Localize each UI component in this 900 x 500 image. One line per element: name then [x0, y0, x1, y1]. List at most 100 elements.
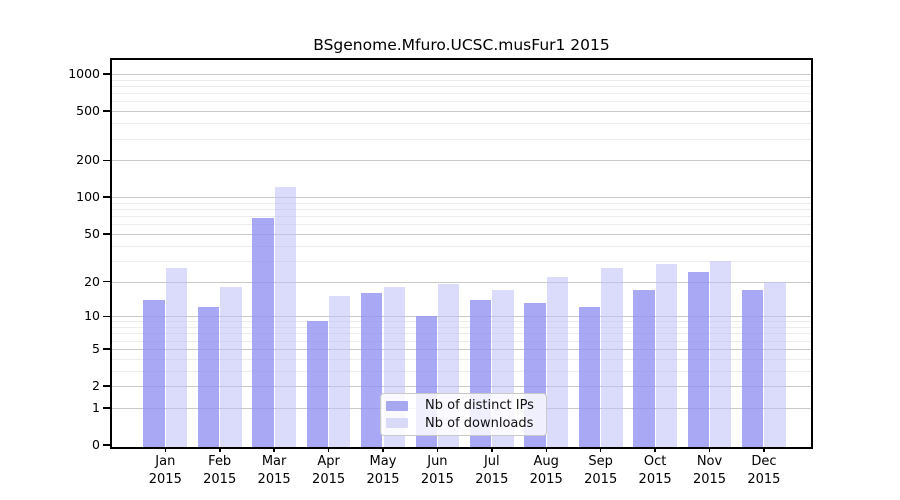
- x-tick-label-mar: Mar 2015: [242, 453, 306, 488]
- x-tick-label-dec: Dec 2015: [732, 453, 796, 488]
- legend-item-distinct-ips: Nb of distinct IPs: [386, 398, 536, 413]
- x-tick-label-oct: Oct 2015: [623, 453, 687, 488]
- y-tick-label: 5: [92, 340, 100, 356]
- y-tick-mark: [103, 280, 111, 283]
- y-tick-label: 10: [84, 308, 100, 324]
- x-tick-year: 2015: [420, 471, 454, 487]
- y-tick-label: 2: [92, 378, 100, 393]
- bar-downloads-nov: [710, 260, 732, 447]
- x-tick-year: 2015: [638, 471, 672, 487]
- x-tick-label-jun: Jun 2015: [405, 453, 469, 488]
- y-tick-label: 1: [92, 399, 100, 415]
- y-tick-mark: [103, 196, 111, 198]
- bar-distinct-ips-oct: [633, 289, 655, 447]
- legend-swatch-downloads-icon: [386, 417, 408, 429]
- x-tick-label-apr: Apr 2015: [297, 453, 361, 488]
- bar-downloads-apr: [329, 296, 351, 447]
- chart-title: BSgenome.Mfuro.UCSC.musFur1 2015: [313, 36, 610, 54]
- x-tick-mark: [545, 447, 547, 452]
- x-tick-year: 2015: [312, 471, 346, 487]
- gridline-minor: [112, 216, 811, 218]
- x-tick-mark: [327, 447, 330, 452]
- x-tick-label-sep: Sep 2015: [569, 453, 633, 488]
- bar-downloads-mar: [274, 186, 296, 447]
- y-tick-label: 20: [84, 273, 100, 289]
- x-tick-year: 2015: [203, 471, 237, 487]
- gridline-minor: [112, 245, 811, 247]
- x-tick-year: 2015: [584, 471, 618, 487]
- legend-item-downloads: Nb of downloads: [386, 416, 536, 431]
- y-tick-mark: [103, 110, 111, 112]
- bar-distinct-ips-feb: [197, 307, 220, 447]
- gridline-minor: [112, 86, 811, 87]
- x-tick-month: Jan: [155, 454, 176, 469]
- x-tick-mark: [436, 447, 439, 452]
- gridline-minor: [112, 333, 811, 335]
- x-tick-mark: [382, 447, 384, 452]
- y-tick-mark: [103, 348, 111, 350]
- bar-downloads-feb: [220, 286, 242, 447]
- y-tick-mark: [103, 159, 111, 161]
- gridline-minor: [112, 370, 811, 372]
- x-tick-month: Aug: [533, 454, 559, 469]
- gridline-minor: [112, 138, 811, 140]
- y-tick-label: 50: [84, 225, 100, 241]
- x-tick-month: Jul: [483, 454, 500, 469]
- bar-distinct-ips-apr: [306, 321, 329, 447]
- bar-downloads-jan: [165, 268, 188, 447]
- bar-distinct-ips-jan: [143, 299, 165, 447]
- legend-swatch-distinct-ips-icon: [386, 400, 408, 412]
- x-tick-mark: [599, 447, 602, 452]
- y-tick-label: 500: [76, 103, 100, 119]
- x-tick-year: 2015: [475, 471, 509, 487]
- y-tick-mark: [103, 73, 111, 75]
- bar-distinct-ips-sep: [578, 307, 601, 447]
- bar-downloads-sep: [601, 268, 623, 447]
- bar-downloads-dec: [764, 281, 786, 447]
- x-tick-year: 2015: [148, 471, 182, 487]
- gridline-minor: [112, 93, 811, 95]
- bar-distinct-ips-dec: [742, 289, 764, 447]
- x-tick-mark: [491, 447, 493, 452]
- gridline-major: [112, 281, 811, 283]
- x-tick-mark: [763, 447, 765, 452]
- gridline-major: [112, 316, 811, 318]
- bar-distinct-ips-may: [361, 292, 383, 447]
- x-tick-month: Nov: [696, 454, 723, 469]
- x-tick-mark: [654, 447, 656, 452]
- x-tick-year: 2015: [366, 471, 400, 487]
- gridline-minor: [112, 101, 811, 103]
- gridline-minor: [112, 202, 811, 204]
- x-tick-month: Jun: [427, 454, 448, 469]
- x-tick-year: 2015: [747, 471, 781, 487]
- y-tick-mark: [103, 233, 111, 235]
- y-tick-mark: [103, 407, 111, 409]
- gridline-major: [112, 160, 811, 162]
- x-tick-label-nov: Nov 2015: [678, 453, 742, 488]
- x-tick-year: 2015: [257, 471, 291, 487]
- y-tick-mark: [103, 385, 111, 387]
- x-tick-label-may: May 2015: [351, 453, 415, 488]
- x-tick-month: Sep: [588, 454, 613, 469]
- plot-area: [110, 58, 813, 449]
- x-tick-month: Apr: [317, 454, 340, 469]
- x-tick-mark: [708, 447, 711, 452]
- gridline-minor: [112, 327, 811, 328]
- y-tick-mark: [103, 444, 111, 446]
- gridline-major: [112, 233, 811, 235]
- legend-label-downloads: Nb of downloads: [425, 415, 534, 431]
- gridline-minor: [112, 260, 811, 262]
- x-tick-label-aug: Aug 2015: [514, 453, 578, 488]
- x-tick-mark: [273, 447, 275, 452]
- x-tick-month: Oct: [643, 454, 667, 469]
- gridline-major: [112, 111, 811, 113]
- legend-label-distinct-ips: Nb of distinct IPs: [425, 398, 534, 414]
- y-tick-label: 200: [76, 152, 100, 168]
- gridline-major: [112, 74, 811, 75]
- gridline-minor: [112, 79, 811, 81]
- bar-downloads-oct: [655, 264, 677, 447]
- bar-distinct-ips-mar: [252, 217, 274, 447]
- y-tick-label: 100: [76, 189, 100, 205]
- x-tick-year: 2015: [529, 471, 563, 487]
